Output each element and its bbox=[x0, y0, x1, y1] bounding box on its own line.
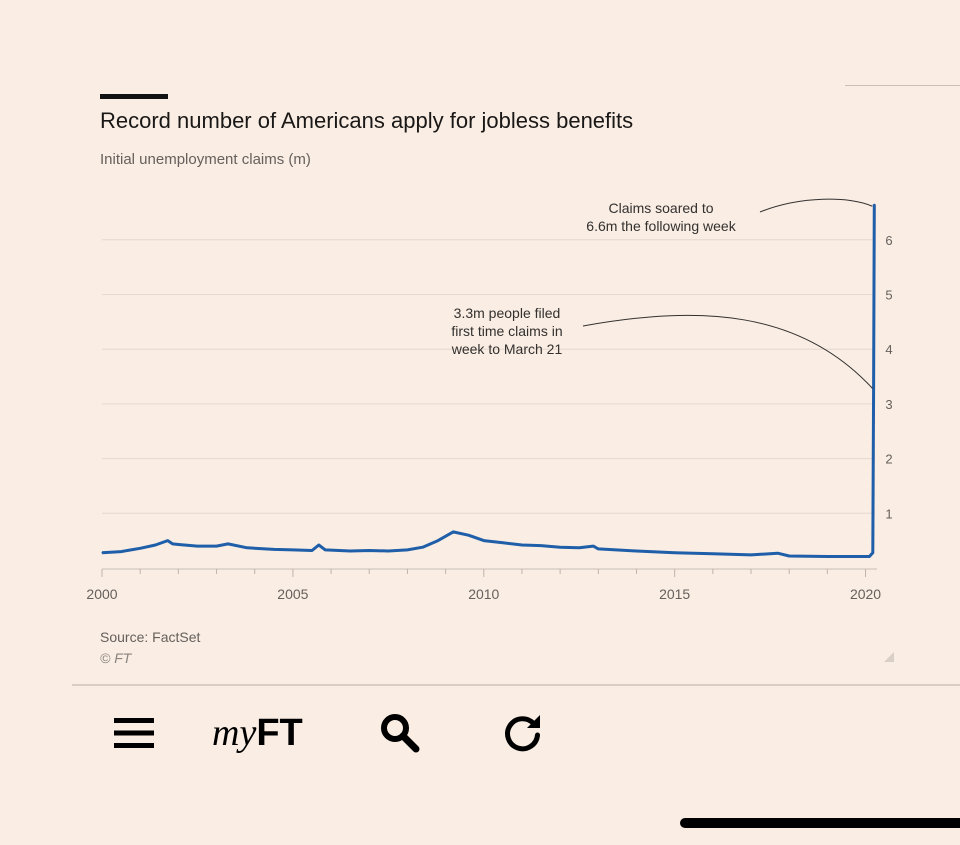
chart-subtitle: Initial unemployment claims (m) bbox=[100, 151, 311, 168]
claims-data-point bbox=[873, 386, 875, 389]
myft-ft-label: FT bbox=[256, 711, 303, 754]
claims-data-point bbox=[868, 555, 871, 558]
claims-data-point bbox=[246, 547, 248, 549]
x-tick-label: 2020 bbox=[850, 586, 881, 602]
claims-data-point bbox=[324, 549, 326, 551]
title-accent-bar bbox=[100, 94, 168, 99]
annotation-text: week to March 21 bbox=[451, 341, 563, 357]
refresh-icon bbox=[505, 715, 540, 752]
top-divider bbox=[845, 85, 960, 86]
annotation-connector bbox=[759, 198, 873, 213]
claims-data-point bbox=[177, 543, 179, 546]
toolbar-divider bbox=[72, 684, 960, 686]
claims-data-point bbox=[635, 550, 638, 552]
claims-data-point bbox=[311, 549, 313, 552]
home-indicator bbox=[680, 818, 960, 828]
myft-button[interactable]: my FT bbox=[212, 708, 303, 758]
claims-data-point bbox=[167, 540, 169, 542]
y-tick-label: 4 bbox=[885, 342, 892, 357]
claims-data-point bbox=[406, 549, 408, 551]
claims-data-point bbox=[750, 554, 752, 556]
claims-data-point bbox=[826, 555, 829, 558]
claims-data-point bbox=[318, 544, 320, 546]
claims-data-point bbox=[521, 544, 523, 546]
chart-copyright: © FT bbox=[100, 650, 132, 666]
claims-data-point bbox=[483, 540, 485, 542]
claims-data-point bbox=[788, 555, 790, 557]
x-tick-label: 2000 bbox=[86, 586, 117, 602]
chart-title: Record number of Americans apply for job… bbox=[100, 108, 634, 133]
claims-data-point bbox=[873, 203, 875, 205]
claims-data-point bbox=[349, 550, 351, 552]
claims-data-point bbox=[368, 549, 370, 552]
y-tick-label: 1 bbox=[885, 506, 892, 521]
claims-data-point bbox=[452, 531, 454, 533]
claims-data-point bbox=[101, 552, 103, 554]
search-button[interactable] bbox=[372, 708, 428, 758]
annotation-text: 3.3m people filed bbox=[454, 305, 561, 321]
claims-data-point bbox=[120, 551, 122, 553]
y-tick-label: 2 bbox=[885, 452, 892, 467]
search-icon bbox=[381, 714, 420, 753]
claims-data-point bbox=[273, 548, 275, 550]
claims-data-point bbox=[196, 545, 198, 547]
x-tick-label: 2015 bbox=[659, 586, 690, 602]
chart-source: Source: FactSet bbox=[100, 629, 201, 645]
line-chart: 1 2 3 4 5 6 2000 2005 2010 2015 2020 Claims soared … bbox=[86, 198, 893, 602]
annotation-text: 6.6m the following week bbox=[586, 218, 736, 234]
hamburger-menu-icon bbox=[114, 718, 154, 748]
claims-data-point bbox=[292, 549, 294, 551]
y-tick-label: 3 bbox=[885, 397, 892, 412]
annotation-text: Claims soared to bbox=[608, 200, 713, 216]
refresh-button[interactable] bbox=[494, 708, 552, 758]
claims-data-point bbox=[437, 540, 439, 542]
claims-data-point bbox=[597, 548, 599, 550]
claims-data-point bbox=[540, 545, 542, 547]
claims-data-point bbox=[172, 543, 174, 545]
claims-series-line bbox=[101, 204, 876, 558]
claims-data-point bbox=[387, 550, 389, 552]
claims-data-point bbox=[154, 544, 156, 546]
claims-data-point bbox=[227, 543, 229, 545]
claims-data-point bbox=[777, 552, 779, 554]
claims-data-point bbox=[712, 553, 714, 555]
claims-data-point bbox=[592, 545, 594, 547]
claims-data-point bbox=[502, 542, 504, 544]
annotation-text: first time claims in bbox=[451, 323, 562, 339]
claims-data-point bbox=[467, 534, 470, 536]
y-tick-label: 6 bbox=[885, 233, 892, 248]
myft-my-label: my bbox=[212, 712, 257, 754]
claims-data-point bbox=[872, 552, 874, 554]
menu-button[interactable] bbox=[104, 708, 164, 758]
claims-data-point bbox=[139, 547, 141, 549]
x-tick-label: 2010 bbox=[468, 586, 499, 602]
claims-data-point bbox=[559, 546, 561, 548]
claims-data-point bbox=[215, 545, 218, 547]
resize-grip-icon bbox=[884, 652, 894, 662]
claims-data-point bbox=[422, 546, 424, 548]
x-tick-label: 2005 bbox=[277, 586, 308, 602]
bottom-toolbar: my FT bbox=[0, 686, 960, 786]
y-tick-label: 5 bbox=[885, 288, 892, 303]
annotation-connector bbox=[582, 314, 873, 389]
claims-data-point bbox=[578, 547, 580, 549]
claims-data-point bbox=[674, 552, 676, 554]
